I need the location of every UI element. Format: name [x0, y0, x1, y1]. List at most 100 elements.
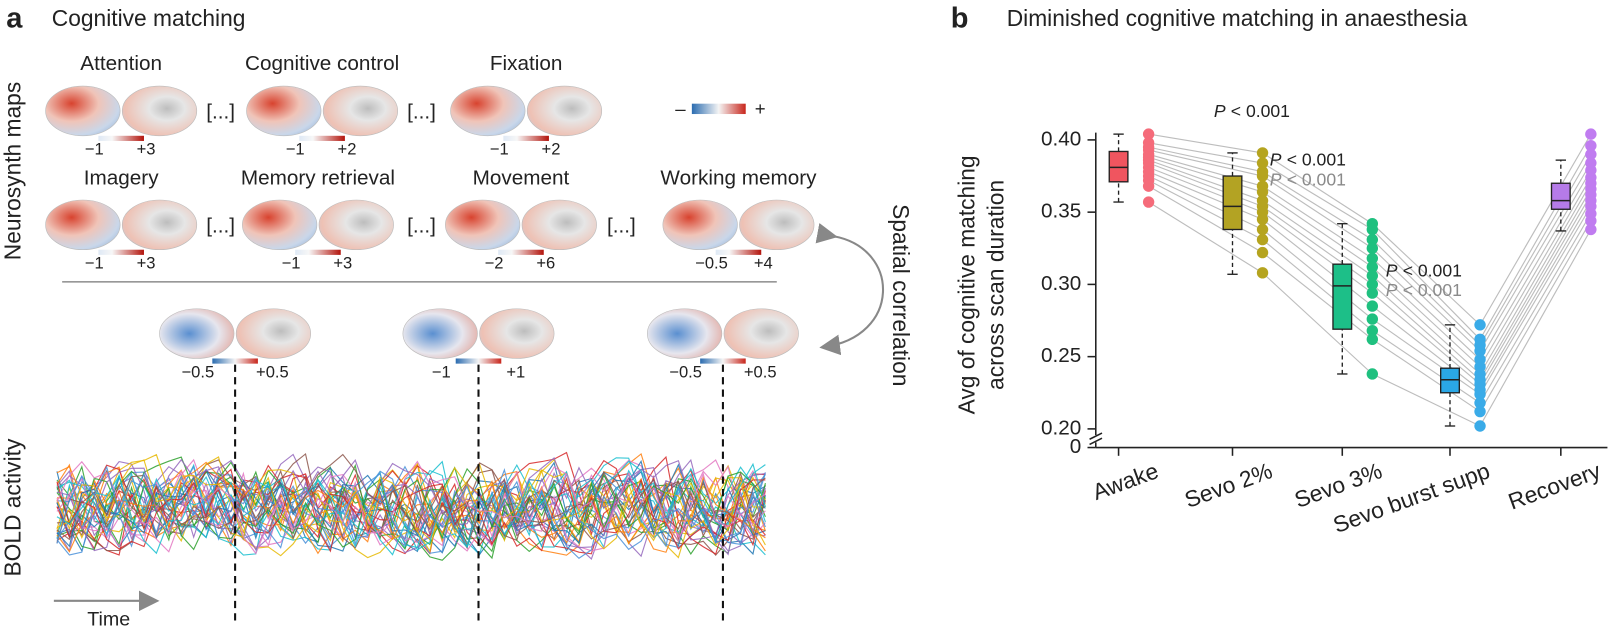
subject-point — [1366, 313, 1379, 325]
subject-line — [1371, 305, 1481, 391]
bold-trace — [56, 458, 766, 556]
p-symbol: P — [1270, 169, 1282, 189]
brain-medial — [235, 308, 312, 359]
map-colorbar — [98, 249, 144, 255]
map-colorbar — [503, 135, 549, 141]
subject-point — [1366, 300, 1379, 312]
brain-medial — [526, 85, 603, 137]
p-text: < 0.001 — [1287, 149, 1346, 169]
map-high: +2 — [542, 140, 561, 159]
subject-line — [1479, 206, 1592, 395]
subject-point — [1256, 157, 1269, 169]
box — [1550, 182, 1571, 210]
panel-label: b — [951, 2, 969, 34]
p-value: P < 0.001 — [1270, 149, 1346, 169]
map-title: Fixation — [490, 52, 563, 75]
subject-line — [1262, 272, 1373, 375]
x-tick-label: Awake — [1089, 457, 1162, 505]
subject-line — [1372, 330, 1481, 404]
subject-line — [1479, 154, 1592, 346]
p-value: P < 0.001 — [1386, 280, 1462, 300]
subject-line — [1371, 283, 1481, 381]
subject-line — [1479, 188, 1592, 381]
subject-line — [1371, 247, 1481, 352]
p-symbol: P — [1386, 260, 1398, 280]
brain-medial — [121, 85, 198, 137]
subject-point — [1256, 170, 1269, 182]
panel-label: a — [6, 2, 23, 34]
subject-line — [1148, 159, 1263, 202]
map-colorbar — [212, 358, 258, 364]
subject-line — [1148, 201, 1263, 274]
brain-lateral — [246, 85, 322, 137]
map-low: −1 — [282, 254, 301, 273]
map-colorbar — [98, 135, 144, 141]
subject-line — [1371, 229, 1481, 340]
subject-line — [1479, 177, 1592, 368]
subject-line — [1479, 213, 1592, 404]
subject-point — [1366, 278, 1379, 291]
map-high: +1 — [506, 362, 525, 381]
subject-point — [1474, 345, 1486, 357]
subject-line — [1148, 171, 1263, 220]
subject-line — [1262, 211, 1373, 294]
subject-point — [1256, 223, 1269, 236]
subject-line — [1262, 218, 1373, 307]
map-title: Attention — [80, 52, 162, 75]
subject-line — [1148, 133, 1263, 154]
bold-trace — [56, 461, 766, 553]
p-value: P < 0.001 — [1386, 260, 1462, 280]
subject-point — [1366, 270, 1379, 282]
map-colorbar — [498, 249, 544, 255]
map-low: −1 — [286, 140, 305, 159]
subject-point — [1585, 223, 1597, 236]
subject-line — [1148, 175, 1263, 231]
y-tick-label: 0.20 — [1041, 416, 1081, 439]
legend-colorbar — [691, 103, 746, 115]
bold-traces — [56, 451, 766, 561]
brain-medial — [521, 199, 597, 251]
subject-line — [1479, 182, 1592, 375]
subject-line — [1371, 223, 1481, 326]
ellipsis: [...] — [607, 214, 636, 237]
subject-line — [1262, 229, 1373, 320]
subject-line — [1262, 205, 1373, 285]
subject-line — [1371, 318, 1481, 395]
map-high: +3 — [333, 254, 352, 273]
subject-point — [1256, 233, 1269, 246]
subject-point — [1474, 397, 1486, 409]
subject-point — [1585, 215, 1597, 227]
subject-point — [1142, 196, 1155, 208]
map-high: +2 — [338, 140, 357, 159]
subject-point — [1366, 242, 1379, 254]
p-text: < 0.001 — [1287, 169, 1346, 189]
axis-break — [1089, 437, 1103, 446]
brain-lateral — [445, 199, 521, 251]
map-title: Working memory — [660, 167, 817, 190]
subject-line — [1148, 179, 1263, 241]
correlation-arrow — [815, 223, 884, 356]
box — [1222, 175, 1243, 231]
time-label: Time — [87, 609, 130, 631]
x-tick-label: Recovery — [1505, 457, 1605, 515]
map-low: −0.5 — [669, 362, 702, 381]
subject-line — [1479, 169, 1592, 360]
map-colorbar — [715, 249, 762, 255]
map-title: Cognitive control — [245, 52, 399, 75]
side-label: Spatial correlation — [888, 204, 914, 386]
subject-line — [1479, 200, 1592, 391]
subject-point — [1474, 388, 1486, 400]
subject-line — [1262, 162, 1373, 230]
y-tick-label: 0.40 — [1041, 127, 1081, 150]
map-low: −1 — [85, 254, 104, 273]
subject-point — [1256, 186, 1269, 198]
subject-point — [1585, 139, 1597, 152]
map-low: −0.5 — [695, 254, 728, 273]
subject-line — [1479, 194, 1592, 385]
subject-line — [1148, 149, 1263, 177]
map-high: +0.5 — [744, 362, 777, 381]
map-high: +4 — [754, 254, 773, 273]
y-tick-label: 0.35 — [1041, 200, 1081, 223]
axis-break — [1089, 432, 1103, 440]
